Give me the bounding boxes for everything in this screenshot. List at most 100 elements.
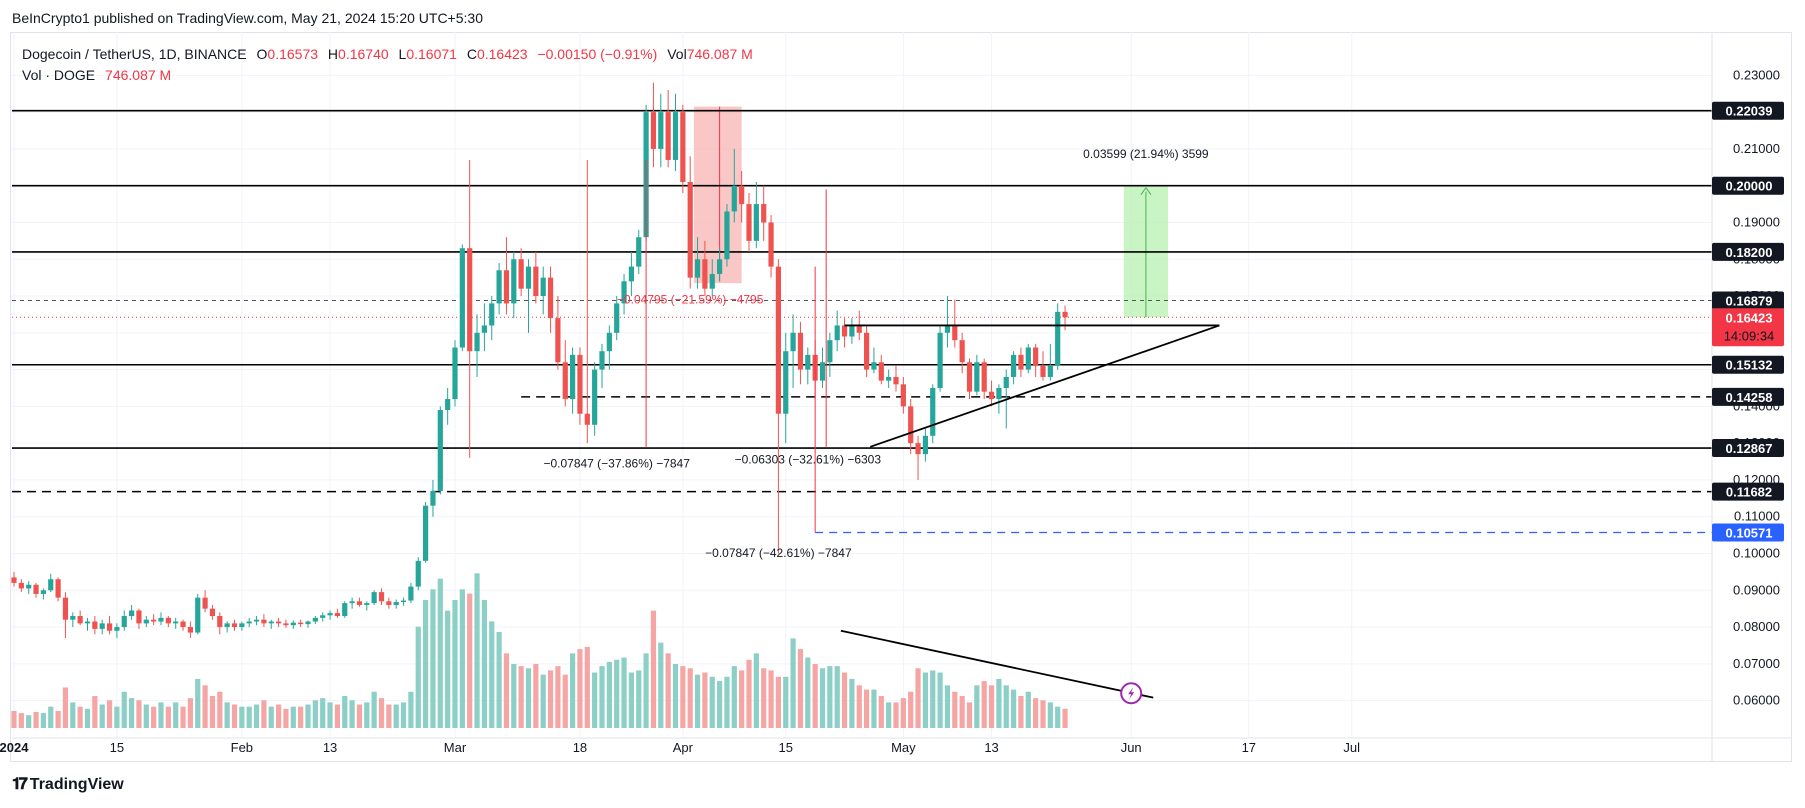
volume-bar [84, 708, 91, 728]
candle-body [415, 560, 421, 587]
volume-bar [40, 713, 46, 728]
volume-bar [305, 704, 311, 728]
volume-bar [658, 642, 664, 728]
candle-body [437, 410, 443, 491]
volume-bar [224, 702, 230, 728]
price-level-badge [1712, 176, 1784, 195]
candle-body [1025, 347, 1031, 370]
candle-body [48, 579, 54, 591]
volume-bar [459, 589, 465, 728]
candle-body [151, 619, 157, 622]
candle-body [930, 387, 936, 436]
volume-bar [672, 664, 679, 728]
candle-body [724, 211, 730, 260]
volume-bar [342, 696, 348, 728]
volume-bar [592, 672, 598, 728]
candle-body [459, 248, 465, 348]
candle-body [1011, 354, 1017, 377]
candle-body [1033, 347, 1039, 366]
volume-bar [400, 702, 407, 728]
volume-bar [356, 704, 363, 728]
legend-low: 0.16071 [406, 46, 457, 62]
volume-bar [717, 681, 723, 728]
volume-bar [209, 696, 216, 728]
volume-bar [937, 672, 943, 728]
candle-body [327, 613, 333, 616]
candle-body [18, 582, 24, 589]
measurement-label: −0.06303 (−32.61%) −6303 [735, 452, 882, 466]
volume-bar [915, 668, 921, 728]
candle-body [261, 619, 267, 624]
lightning-bolt [1128, 687, 1135, 700]
candle-body [474, 332, 480, 352]
candle-body [298, 622, 304, 625]
candle-body [988, 391, 995, 400]
candle-body [680, 112, 686, 183]
volume-trendline [840, 629, 1154, 699]
candle-body [709, 273, 715, 289]
volume-bar [423, 600, 429, 728]
volume-bar [18, 713, 24, 728]
measurement-label: −0.04795 (−21.59%) −4795 [617, 292, 764, 306]
candle-body [687, 182, 693, 278]
legend-symbol[interactable]: Dogecoin / TetherUS, 1D, BINANCE [22, 46, 247, 62]
price-level-label: 0.12867 [1726, 441, 1773, 456]
candle-body [408, 586, 414, 601]
candle-body [187, 627, 193, 633]
volume-bar [474, 573, 480, 728]
candle-body [996, 387, 1002, 400]
legend-vol: 746.087 M [686, 46, 753, 62]
candle-body [114, 627, 120, 631]
time-tick: 15 [779, 740, 793, 755]
volume-bars [11, 573, 1068, 728]
time-tick: Feb [231, 740, 253, 755]
volume-bar [511, 664, 517, 728]
volume-bar [246, 706, 252, 728]
candle-body [503, 270, 510, 304]
brand-name: TradingView [29, 776, 124, 793]
volume-bar [753, 653, 759, 728]
candle-body [665, 112, 671, 160]
candle-body [834, 325, 840, 341]
candle-body [246, 621, 252, 624]
price-tick: 0.08000 [1733, 619, 1780, 634]
candle-body [84, 621, 91, 624]
legend-volume-label[interactable]: Vol · DOGE [22, 67, 96, 83]
candle-body [481, 325, 487, 333]
candle-body [217, 616, 223, 628]
candle-body [70, 616, 76, 620]
candle-body [40, 590, 46, 594]
volume-bar [606, 661, 612, 728]
candle-body [694, 259, 701, 278]
candle-body [841, 325, 848, 337]
volume-bar [812, 664, 818, 728]
candle-body [1055, 311, 1061, 366]
volume-bar [312, 700, 318, 728]
volume-bar [930, 670, 936, 728]
tradingview-brand[interactable]: 𝟏𝟕 TradingView [12, 776, 124, 794]
candle-body [180, 621, 186, 628]
volume-bar [386, 704, 392, 728]
candle-body [393, 602, 399, 605]
volume-bar [841, 672, 848, 728]
candle-body [533, 266, 539, 297]
volume-bar [496, 632, 502, 728]
candle-body [570, 354, 576, 400]
volume-bar [739, 670, 745, 728]
candle-body [26, 584, 32, 589]
volume-bar [452, 600, 458, 728]
time-tick: 15 [110, 740, 124, 755]
measurement-label: −0.07847 (−42.61%) −7847 [705, 546, 852, 560]
candle-body [349, 601, 355, 604]
volume-bar [525, 668, 532, 728]
candle-body [364, 603, 370, 605]
volume-bar [996, 678, 1002, 728]
price-level-label: 0.16879 [1726, 293, 1773, 308]
ascending-trendline [869, 324, 1220, 448]
candle-body [342, 603, 348, 617]
candlesticks [11, 82, 1068, 639]
volume-bar [614, 659, 620, 728]
price-level-label: 0.18200 [1726, 245, 1773, 260]
volume-bar [202, 685, 208, 728]
